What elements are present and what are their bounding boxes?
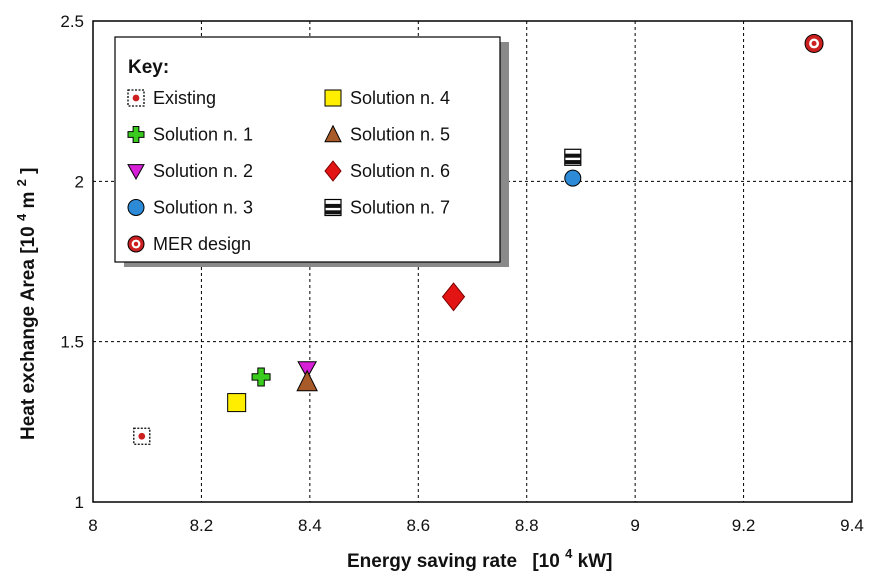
legend-item: Solution n. 5 [324, 124, 450, 145]
legend-item: Solution n. 1 [127, 125, 253, 145]
y-axis-label-unit-rest: m [18, 192, 39, 209]
legend: Key: Existing Solution n. 1 Solution n. 2 S… [114, 36, 509, 267]
marker-solution-n-3 [564, 169, 582, 187]
legend-marker [127, 235, 145, 253]
plot-frame [92, 20, 853, 503]
legend-label: Solution n. 6 [350, 161, 450, 181]
x-tick-label: 9.4 [840, 516, 864, 535]
legend-marker [127, 89, 145, 107]
legend-item: Solution n. 2 [127, 161, 253, 181]
x-tick-label: 8.6 [406, 516, 430, 535]
legend-label: Solution n. 4 [350, 88, 450, 108]
legend-marker [324, 160, 342, 182]
x-axis-label: Energy saving rate [10 4 kW] [347, 542, 612, 572]
legend-label: Solution n. 5 [350, 125, 450, 145]
marker-solution-n-6 [441, 282, 466, 312]
y-tick-label: 2 [75, 172, 84, 191]
y-tick-label: 1.5 [60, 333, 84, 352]
marker-existing [133, 427, 151, 445]
x-tick-label: 8.8 [515, 516, 539, 535]
legend-items: Existing Solution n. 1 Solution n. 2 Soluti… [127, 88, 450, 254]
legend-item: Solution n. 4 [324, 88, 450, 108]
legend-item: Solution n. 3 [127, 198, 253, 218]
y-tick-label: 1 [75, 493, 84, 512]
legend-marker [127, 199, 145, 216]
y-axis-label: Heat exchange Area [10 4 m 2 ] [10, 167, 39, 440]
legend-marker [127, 164, 145, 181]
legend-label: MER design [153, 234, 251, 254]
legend-label: Existing [153, 88, 216, 108]
y-axis-label-end: ] [18, 167, 39, 173]
marker-solution-n-1 [251, 367, 271, 387]
legend-label: Solution n. 7 [350, 198, 450, 218]
legend-title: Key: [128, 57, 169, 78]
legend-marker [324, 124, 342, 143]
y-axis-label-unit-exp: 4 [14, 213, 29, 221]
tick-labels: 8 8.2 8.4 8.6 8.8 9 9.2 9.4 1 1.5 2 2.5 [60, 12, 863, 535]
legend-label: Solution n. 1 [153, 125, 253, 145]
x-axis-label-unit: [10 [532, 551, 559, 572]
y-tick-label: 2.5 [60, 12, 84, 31]
marker-solution-n-5 [296, 369, 318, 392]
y-axis-label-text: Heat exchange Area [10 [18, 226, 39, 440]
y-axis-label-unit-exp2: 2 [14, 179, 29, 186]
legend-marker [127, 126, 145, 143]
legend-marker [324, 198, 342, 217]
x-axis-label-unit-rest: kW] [578, 551, 613, 572]
legend-item: Existing [127, 88, 216, 108]
legend-box [114, 36, 501, 263]
legend-item: Solution n. 6 [324, 160, 450, 182]
x-tick-label: 9 [630, 516, 639, 535]
legend-label: Solution n. 3 [153, 198, 253, 218]
x-axis-label-text: Energy saving rate [347, 551, 517, 572]
data-markers [133, 33, 824, 445]
legend-item: Solution n. 7 [324, 198, 450, 218]
x-tick-label: 8.2 [190, 516, 214, 535]
x-tick-label: 8 [88, 516, 97, 535]
marker-mer-design [804, 33, 824, 53]
legend-marker [324, 89, 342, 107]
legend-item: MER design [127, 234, 251, 254]
x-tick-label: 9.2 [732, 516, 756, 535]
marker-solution-n-7 [564, 148, 582, 166]
marker-solution-n-4 [227, 393, 247, 413]
legend-label: Solution n. 2 [153, 161, 253, 181]
x-tick-label: 8.4 [298, 516, 322, 535]
x-axis-label-unit-exp: 4 [565, 546, 573, 561]
